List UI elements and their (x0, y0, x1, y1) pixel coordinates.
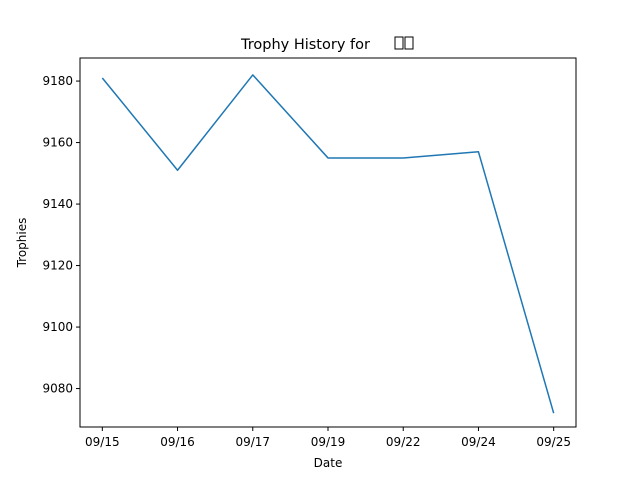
x-tick-label: 09/19 (311, 435, 346, 449)
title-missing-glyph (404, 36, 414, 50)
x-tick-label: 09/24 (461, 435, 496, 449)
y-tick-label: 9120 (42, 259, 73, 273)
plot-area-frame (79, 57, 577, 428)
y-axis-label: Trophies (15, 218, 29, 269)
title-missing-glyph (394, 36, 404, 50)
y-tick-label: 9140 (42, 197, 73, 211)
x-tick-label: 09/15 (85, 435, 120, 449)
x-tick-label: 09/16 (160, 435, 195, 449)
title-missing-glyphs (394, 36, 414, 50)
x-tick-label: 09/22 (386, 435, 421, 449)
y-tick-label: 9160 (42, 136, 73, 150)
x-axis: 09/15 09/16 09/17 09/19 09/22 09/24 09/25 (85, 427, 571, 449)
x-tick-label: 09/17 (235, 435, 270, 449)
x-axis-label: Date (314, 456, 343, 470)
y-tick-label: 9180 (42, 74, 73, 88)
chart-title: Trophy History for (240, 37, 370, 53)
y-axis: 9080 9100 9120 9140 9160 9180 (42, 74, 80, 396)
y-tick-label: 9080 (42, 382, 73, 396)
series-line-trophies (101, 74, 555, 414)
y-tick-label: 9100 (42, 320, 73, 334)
x-tick-label: 09/25 (536, 435, 571, 449)
